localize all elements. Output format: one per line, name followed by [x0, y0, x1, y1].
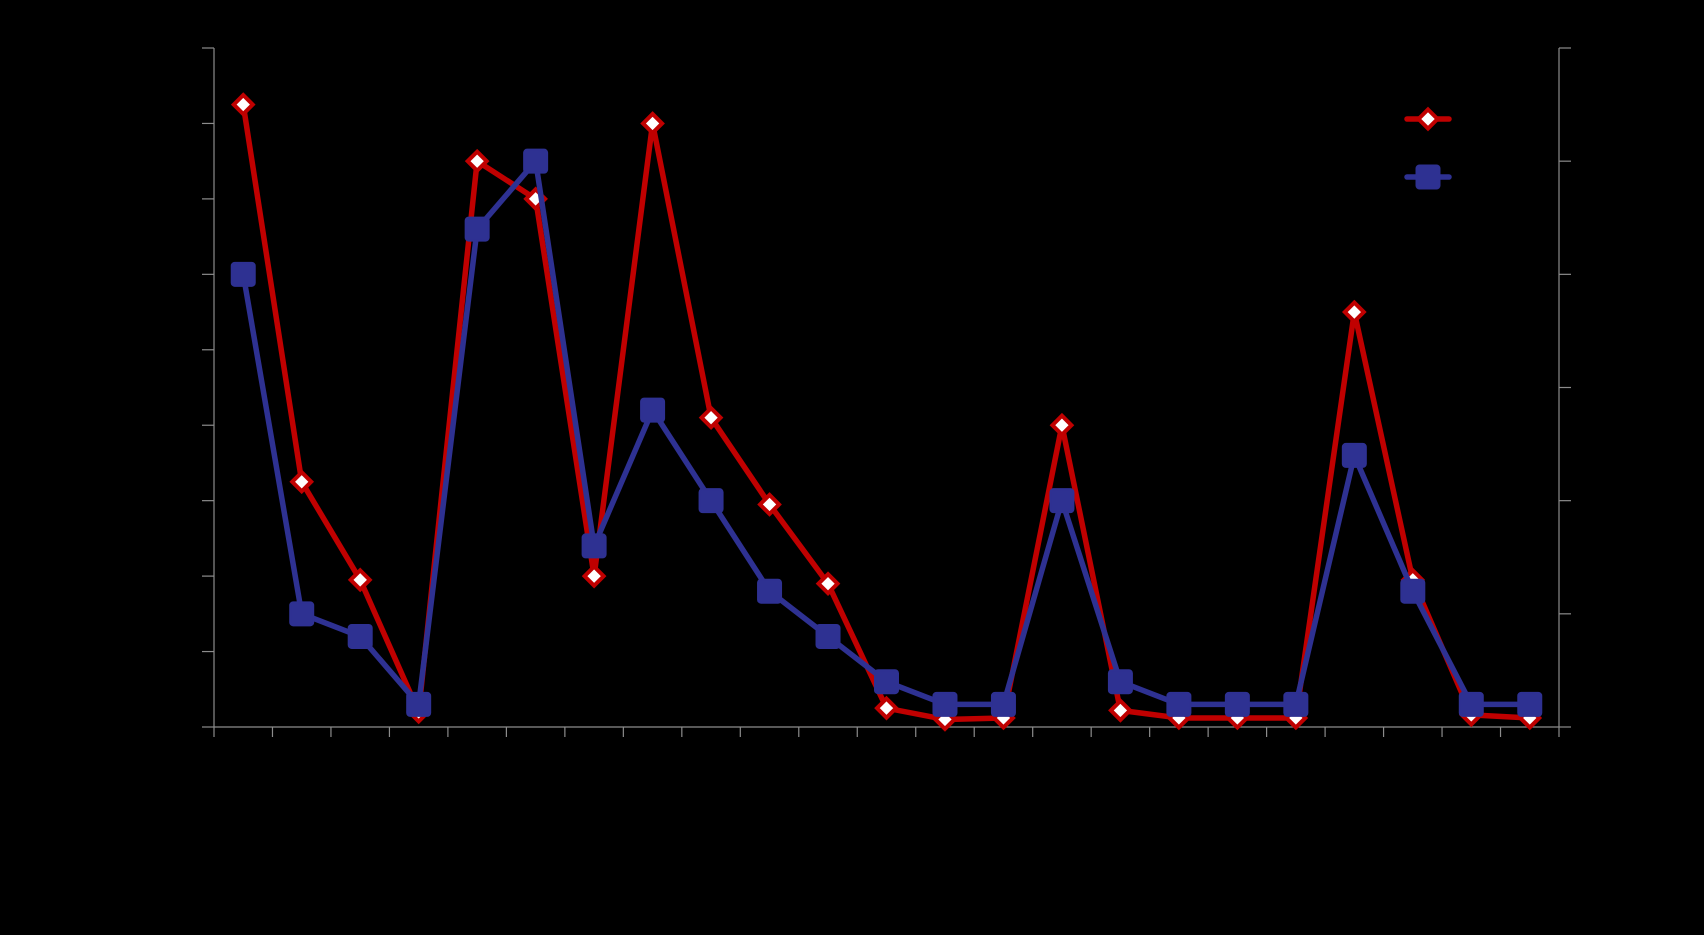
series-1-point — [1049, 412, 1075, 438]
series-2-point — [757, 578, 783, 604]
series-2-point — [1517, 691, 1543, 717]
series-2-point — [1400, 578, 1426, 604]
series-1-point — [1341, 299, 1367, 325]
series-2 — [230, 148, 1543, 717]
series-1-point — [289, 469, 315, 495]
series-1-line — [240, 101, 1533, 723]
series-2-point — [640, 397, 666, 423]
legend-marker-square — [1415, 164, 1441, 190]
series-2-point — [347, 623, 373, 649]
series-2-point — [932, 691, 958, 717]
series-1-point — [874, 695, 899, 721]
series-2-point — [1283, 691, 1309, 717]
series-layer — [230, 92, 1543, 732]
series-1-point — [1108, 698, 1133, 723]
legend-entry-1 — [1404, 106, 1452, 132]
series-1-point — [815, 571, 841, 596]
axes — [202, 47, 1571, 737]
series-2-point — [1107, 669, 1133, 695]
series-2-point — [406, 691, 432, 717]
legend-entry-2 — [1404, 164, 1452, 190]
series-2-point — [1224, 691, 1250, 717]
series-2-point — [1458, 691, 1484, 717]
series-2-point — [1049, 488, 1075, 514]
series-1-point — [757, 492, 782, 517]
series-1-point — [230, 92, 256, 117]
series-2-point — [1341, 442, 1367, 468]
series-2-point — [698, 488, 724, 514]
series-2-point — [874, 669, 899, 695]
legend-marker-diamond — [1415, 106, 1441, 132]
series-2-point — [464, 216, 490, 242]
series-2-point — [230, 261, 256, 287]
series-1-point — [640, 111, 665, 136]
series-1-point — [698, 405, 724, 431]
series-1-point — [464, 148, 490, 174]
series-1-point — [347, 567, 373, 593]
series-2-point — [289, 601, 315, 627]
series-2-point — [1166, 691, 1192, 717]
series-2-point — [990, 691, 1016, 717]
series-2-point — [815, 623, 841, 649]
series-2-point — [523, 148, 549, 174]
series-1-point — [581, 563, 607, 589]
legend — [1404, 106, 1452, 190]
series-2-point — [581, 533, 607, 559]
